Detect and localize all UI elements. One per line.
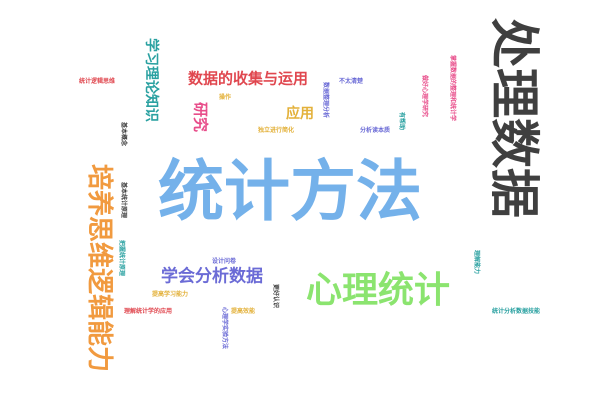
- word-analyze-data: 学会分析数据: [161, 266, 263, 287]
- word-small-12: 把握统计原理: [118, 239, 125, 277]
- word-small-14: 理解能力: [473, 249, 480, 275]
- word-small-4: 独立进行简化: [257, 127, 295, 134]
- word-small-11: 基本统计原理: [120, 181, 127, 219]
- word-psych-stats: 心理统计: [305, 270, 451, 311]
- word-small-20: 更好认识: [272, 283, 279, 309]
- word-statistical-methods: 统计方法: [158, 153, 422, 230]
- word-small-16: 提高效能: [230, 308, 256, 315]
- word-small-7: 有帮助: [398, 111, 405, 131]
- word-small-18: 心理学实验方法: [221, 306, 228, 350]
- word-small-13: 设计问卷: [211, 258, 237, 265]
- word-small-6: 不太清楚: [338, 78, 364, 85]
- word-data-collection: 数据的收集与运用: [187, 69, 309, 88]
- word-learn-theory: 学习理论知识: [143, 38, 159, 122]
- word-process-data: 处理数据: [485, 18, 543, 218]
- word-small-8: 分析读本质: [359, 127, 391, 134]
- word-small-17: 提高学习能力: [151, 291, 189, 298]
- word-logic-ability: 培养思维逻辑能力: [84, 163, 114, 373]
- word-research: 研究: [191, 101, 210, 133]
- word-small-9: 做好心理学研究: [421, 74, 428, 118]
- word-small-19: 统计分析数据技能: [491, 308, 541, 315]
- word-small-10: 掌握数据的整理和统计学: [449, 54, 456, 122]
- word-small-15: 理解统计学的应用: [123, 308, 173, 315]
- word-small-1: 统计逻辑思维: [78, 78, 116, 85]
- word-small-2: 基本概念: [120, 121, 127, 147]
- word-small-5: 数据整理分析: [322, 81, 329, 119]
- word-small-3: 操作: [218, 94, 232, 101]
- word-application: 应用: [286, 106, 314, 122]
